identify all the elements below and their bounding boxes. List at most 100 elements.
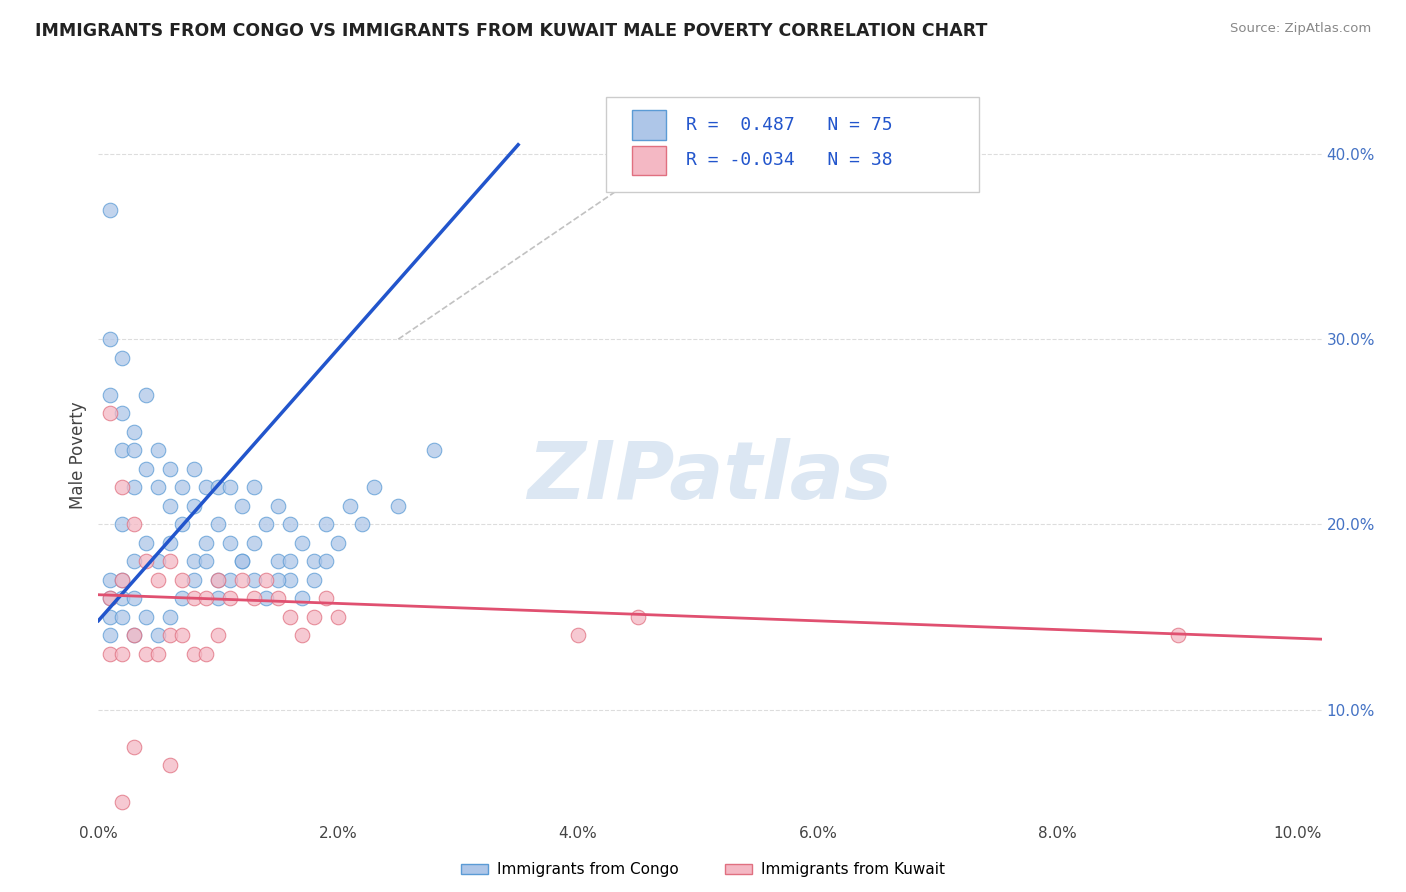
Point — [267, 591, 290, 606]
Point — [124, 554, 146, 568]
Point — [100, 647, 122, 661]
Point — [111, 406, 134, 420]
Point — [267, 554, 290, 568]
Point — [124, 739, 146, 754]
Point — [135, 647, 157, 661]
Point — [100, 332, 122, 346]
Point — [219, 480, 242, 494]
Point — [278, 573, 301, 587]
Point — [100, 573, 122, 587]
Point — [183, 554, 205, 568]
Point — [172, 591, 194, 606]
Point — [148, 573, 170, 587]
Point — [183, 591, 205, 606]
Point — [111, 610, 134, 624]
Point — [207, 591, 229, 606]
Point — [111, 647, 134, 661]
Point — [328, 536, 350, 550]
Point — [231, 554, 253, 568]
Point — [111, 573, 134, 587]
Point — [243, 591, 266, 606]
Point — [135, 462, 157, 476]
Point — [111, 443, 134, 458]
Point — [159, 536, 181, 550]
Point — [627, 610, 650, 624]
Point — [159, 628, 181, 642]
Point — [148, 443, 170, 458]
Point — [231, 573, 253, 587]
Point — [124, 517, 146, 532]
Point — [304, 554, 326, 568]
Point — [135, 610, 157, 624]
Point — [315, 554, 337, 568]
Text: R =  0.487   N = 75: R = 0.487 N = 75 — [686, 116, 893, 134]
Point — [159, 462, 181, 476]
Point — [111, 591, 134, 606]
Point — [254, 573, 277, 587]
Point — [195, 647, 218, 661]
Point — [100, 591, 122, 606]
Point — [148, 480, 170, 494]
Point — [328, 610, 350, 624]
Point — [195, 591, 218, 606]
Point — [124, 443, 146, 458]
Point — [339, 499, 361, 513]
Point — [207, 573, 229, 587]
Point — [111, 517, 134, 532]
Point — [172, 573, 194, 587]
Point — [100, 591, 122, 606]
Point — [195, 536, 218, 550]
Point — [100, 610, 122, 624]
Point — [304, 610, 326, 624]
Point — [195, 480, 218, 494]
Point — [124, 628, 146, 642]
Text: R = -0.034   N = 38: R = -0.034 N = 38 — [686, 151, 893, 169]
Point — [291, 536, 314, 550]
FancyBboxPatch shape — [606, 96, 979, 192]
Point — [159, 554, 181, 568]
Point — [363, 480, 385, 494]
Point — [291, 591, 314, 606]
Point — [231, 499, 253, 513]
Y-axis label: Male Poverty: Male Poverty — [69, 401, 87, 508]
Point — [278, 517, 301, 532]
Point — [100, 406, 122, 420]
Point — [159, 610, 181, 624]
Point — [243, 536, 266, 550]
Point — [148, 554, 170, 568]
Point — [124, 628, 146, 642]
Point — [124, 425, 146, 439]
Point — [135, 388, 157, 402]
Point — [124, 591, 146, 606]
Point — [219, 591, 242, 606]
Point — [159, 758, 181, 772]
Point — [111, 480, 134, 494]
Point — [183, 499, 205, 513]
Text: Source: ZipAtlas.com: Source: ZipAtlas.com — [1230, 22, 1371, 36]
Point — [172, 628, 194, 642]
Point — [231, 554, 253, 568]
Point — [304, 573, 326, 587]
Point — [243, 573, 266, 587]
Point — [254, 591, 277, 606]
Point — [278, 610, 301, 624]
Point — [267, 499, 290, 513]
Point — [172, 517, 194, 532]
Point — [219, 573, 242, 587]
Point — [172, 480, 194, 494]
Text: IMMIGRANTS FROM CONGO VS IMMIGRANTS FROM KUWAIT MALE POVERTY CORRELATION CHART: IMMIGRANTS FROM CONGO VS IMMIGRANTS FROM… — [35, 22, 987, 40]
Point — [207, 517, 229, 532]
Point — [423, 443, 446, 458]
Point — [111, 795, 134, 809]
Point — [183, 647, 205, 661]
Point — [352, 517, 374, 532]
Point — [243, 480, 266, 494]
Point — [135, 554, 157, 568]
Point — [267, 573, 290, 587]
Point — [315, 591, 337, 606]
Point — [148, 647, 170, 661]
Text: ZIPatlas: ZIPatlas — [527, 438, 893, 516]
Point — [124, 480, 146, 494]
Point — [254, 517, 277, 532]
Legend: Immigrants from Congo, Immigrants from Kuwait: Immigrants from Congo, Immigrants from K… — [454, 856, 952, 883]
